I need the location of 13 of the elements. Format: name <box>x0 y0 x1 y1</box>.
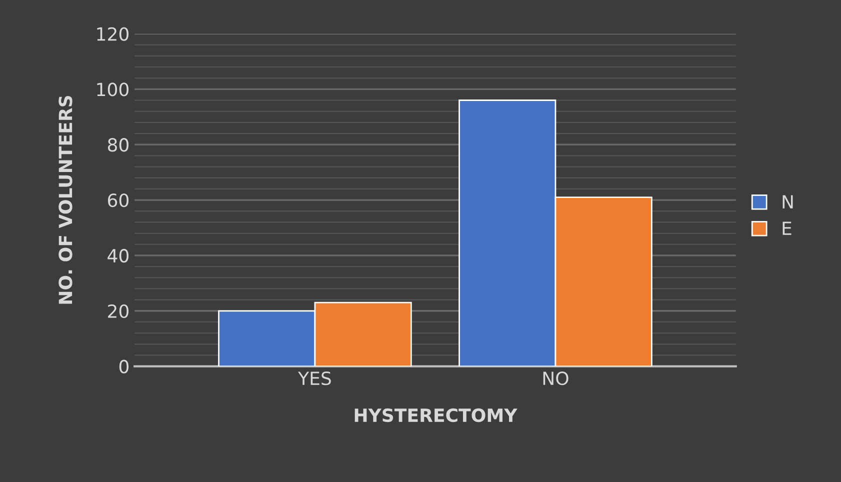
y-tick-label: 40 <box>108 248 128 263</box>
legend-label: N <box>782 195 793 208</box>
x-axis-title: HYSTERECTOMY <box>354 408 518 422</box>
y-tick-label: 0 <box>119 360 128 374</box>
y-tick-label: 100 <box>97 82 128 96</box>
x-tick-label: NO <box>543 372 568 386</box>
y-tick-label: 60 <box>108 193 128 208</box>
y-tick-label: 80 <box>108 138 128 152</box>
y-tick-label: 20 <box>108 304 128 318</box>
y-axis-title: NO. OF VOLUNTEERS <box>58 96 72 304</box>
legend-label: E <box>782 222 792 235</box>
x-tick-label: YES <box>298 372 331 386</box>
y-tick-label: 120 <box>97 27 128 41</box>
